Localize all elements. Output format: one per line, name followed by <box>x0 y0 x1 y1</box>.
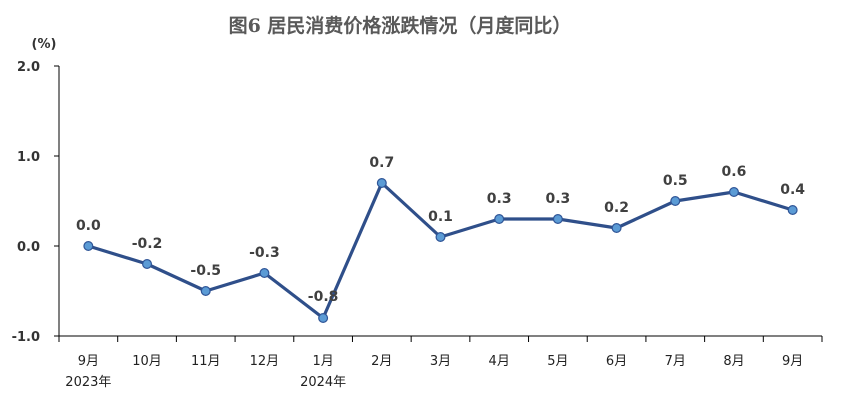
x-tick-label: 11月 <box>191 354 221 369</box>
data-label: 0.3 <box>487 191 512 207</box>
y-unit-label: (%) <box>32 37 57 52</box>
data-label: 0.0 <box>76 218 101 234</box>
data-label: 0.4 <box>780 182 805 198</box>
data-point <box>376 178 387 189</box>
x-year-label: 2024年 <box>300 375 346 390</box>
data-label: 0.2 <box>604 200 629 216</box>
data-point <box>494 214 505 225</box>
x-tick-label: 2月 <box>371 354 392 369</box>
chart-title: 图6 居民消费价格涨跌情况（月度同比） <box>229 14 572 37</box>
y-tick-labels: 2.0 1.0 0.0 -1.0 <box>12 60 40 345</box>
data-point <box>318 313 329 324</box>
x-tick-label: 10月 <box>132 354 162 369</box>
x-tick-labels: 9月 10月 11月 12月 1月 2月 3月 4月 5月 6月 7月 8月 9月 2023年 2024年 <box>65 354 803 390</box>
data-label: -0.8 <box>308 289 339 305</box>
x-tick-label: 8月 <box>723 354 744 369</box>
x-tick-label: 3月 <box>430 354 451 369</box>
data-label: 0.7 <box>369 155 394 171</box>
series-cpi <box>83 178 798 324</box>
data-point <box>728 187 739 198</box>
data-label: -0.2 <box>132 236 163 252</box>
data-point <box>200 286 211 297</box>
x-tick-label: 5月 <box>547 354 568 369</box>
x-year-label: 2023年 <box>65 375 111 390</box>
data-point <box>259 268 270 279</box>
data-label: 0.6 <box>722 164 747 180</box>
x-tick-label: 7月 <box>665 354 686 369</box>
series-line <box>86 181 795 320</box>
data-label: 0.5 <box>663 173 688 189</box>
data-label: 0.1 <box>428 209 453 225</box>
y-tick-label: 1.0 <box>17 150 40 165</box>
data-labels: 0.0 -0.2 -0.5 -0.3 -0.8 0.7 0.1 0.3 0.3 0.2 0.5 0.6… <box>76 155 805 305</box>
data-label: -0.5 <box>190 263 221 279</box>
data-point <box>670 196 681 207</box>
x-tick-label: 9月 <box>78 354 99 369</box>
axes <box>54 65 823 342</box>
y-tick-label: 0.0 <box>17 240 40 255</box>
x-tick-label: 4月 <box>489 354 510 369</box>
x-tick-label: 9月 <box>782 354 803 369</box>
x-tick-label: 6月 <box>606 354 627 369</box>
data-point <box>611 223 622 234</box>
data-point <box>142 259 153 270</box>
data-point <box>83 241 94 252</box>
y-tick-label: -1.0 <box>12 330 40 345</box>
data-point <box>552 214 563 225</box>
x-tick-label: 1月 <box>312 354 333 369</box>
data-label: 0.3 <box>545 191 570 207</box>
data-point <box>435 232 446 243</box>
data-point <box>787 205 798 216</box>
x-tick-label: 12月 <box>250 354 280 369</box>
data-label: -0.3 <box>249 245 280 261</box>
y-tick-label: 2.0 <box>17 60 40 75</box>
